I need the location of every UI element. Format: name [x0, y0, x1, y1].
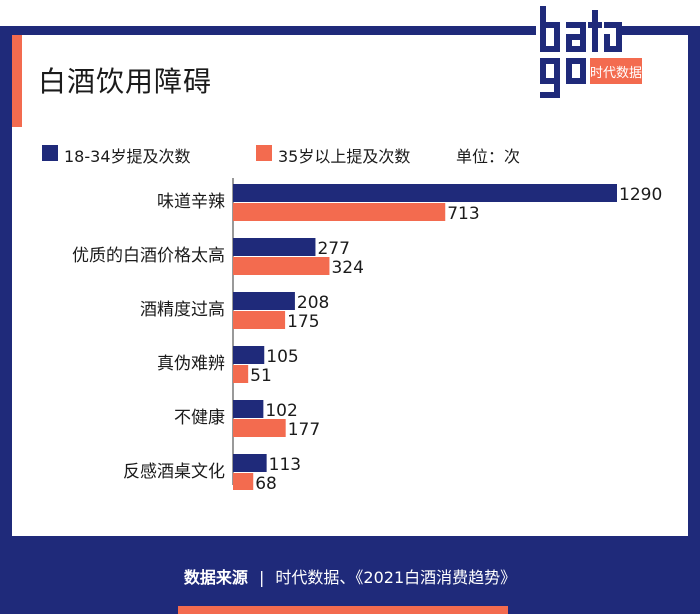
category-label: 酒精度过高 — [140, 300, 225, 320]
source-label: 数据来源 — [183, 568, 248, 587]
frame-top-bar — [12, 26, 700, 35]
bar-series2 — [233, 257, 330, 275]
title-accent-bar — [12, 35, 22, 127]
bar-series1 — [233, 346, 265, 364]
footer-band: 数据来源 | 时代数据、《2021白酒消费趋势》 — [0, 536, 700, 614]
legend-unit: 单位：次 — [456, 147, 521, 166]
frame-left-bar — [0, 26, 12, 536]
bar-value-label: 177 — [288, 420, 320, 440]
category-label: 反感酒桌文化 — [123, 462, 225, 482]
bar-series1 — [233, 454, 267, 472]
bar-value-label: 713 — [447, 204, 479, 224]
source-separator: | — [258, 568, 265, 587]
bar-series2 — [233, 311, 286, 329]
bar-value-label: 68 — [255, 474, 277, 490]
category-label: 真伪难辨 — [157, 354, 225, 374]
bar-value-label: 51 — [250, 366, 272, 386]
bar-value-label: 1290 — [619, 185, 662, 205]
datagoo-logo: 时代数据 — [536, 0, 642, 100]
bar-series2 — [233, 419, 286, 437]
bar-series1 — [233, 400, 264, 418]
bar-value-label: 102 — [265, 401, 297, 421]
bar-value-label: 277 — [317, 239, 349, 259]
legend-label-series1: 18-34岁提及次数 — [64, 147, 191, 166]
legend-label-series2: 35岁以上提及次数 — [278, 147, 411, 166]
bar-value-label: 113 — [269, 455, 301, 475]
bar-value-label: 208 — [297, 293, 329, 313]
bar-series2 — [233, 473, 254, 490]
bar-series1 — [233, 238, 316, 256]
category-label: 味道辛辣 — [157, 192, 225, 212]
footer-accent-bar — [178, 606, 508, 614]
bar-series1 — [233, 184, 617, 202]
bar-series2 — [233, 365, 249, 383]
bar-value-label: 175 — [287, 312, 319, 332]
bar-value-label: 105 — [266, 347, 298, 367]
source-line: 数据来源 | 时代数据、《2021白酒消费趋势》 — [0, 564, 700, 588]
bar-series2 — [233, 203, 446, 221]
bar-series1 — [233, 292, 295, 310]
logo-tag-text: 时代数据 — [590, 66, 642, 81]
chart-title: 白酒饮用障碍 — [38, 65, 213, 98]
frame-right-bar — [688, 26, 700, 536]
category-label: 优质的白酒价格太高 — [72, 246, 225, 266]
bar-value-label: 324 — [331, 258, 363, 278]
source-text: 时代数据、《2021白酒消费趋势》 — [275, 568, 517, 587]
category-label: 不健康 — [174, 408, 225, 428]
legend-swatch-coral — [256, 145, 272, 161]
legend-swatch-navy — [42, 145, 58, 161]
